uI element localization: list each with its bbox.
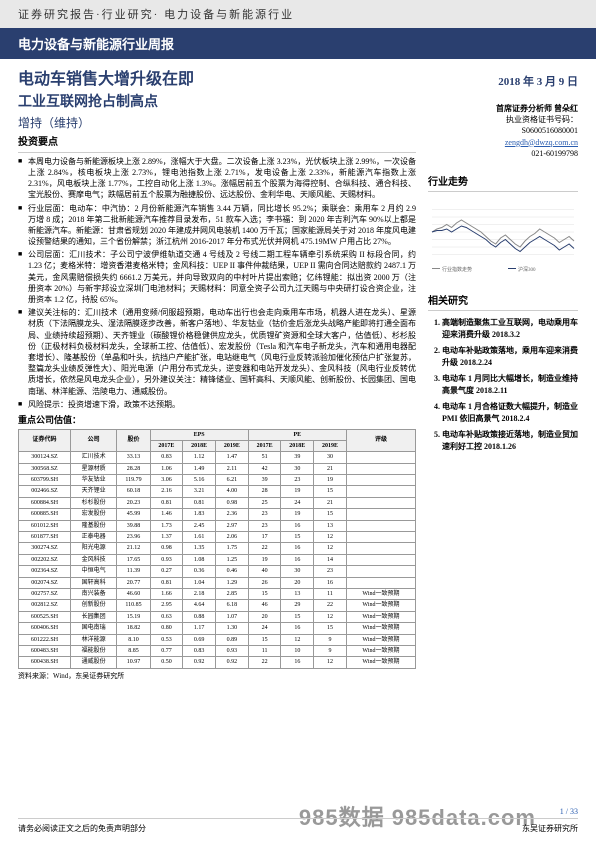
table-row: 603799.SH华友钴业119.793.065.166.21392319 (19, 475, 416, 486)
analyst-block: 首席证券分析师 曾朵红 执业资格证书号码： S0600516080001 zen… (428, 103, 578, 159)
footer: 请务必阅读正文之后的免责声明部分 东吴证券研究所 (18, 818, 578, 834)
cert-number: S0600516080001 (428, 125, 578, 136)
section-head-points: 投资要点 (18, 136, 416, 153)
table-source: 资料来源：Wind，东吴证券研究所 (18, 672, 416, 682)
svg-text:行业指数走势: 行业指数走势 (442, 266, 472, 273)
trend-svg: 行业指数走势 沪深300 (428, 198, 578, 278)
related-item[interactable]: 电动车补贴政策接近落地，制造业贸加速利好工控 2018.1.26 (442, 429, 578, 453)
cert-label: 执业资格证书号码： (428, 114, 578, 125)
table-row: 002074.SZ国轩高科20.770.811.041.29262016 (19, 577, 416, 588)
table-header-row: 证券代码公司股价EPSPE评级 (19, 429, 416, 440)
content-area: 电动车销售大增升级在即 工业互联网抢占制高点 增持（维持） 投资要点 本周电力设… (0, 59, 596, 682)
bullet-item: 本周电力设备与新能源板块上涨 2.89%，涨幅大于大盘。二次设备上涨 3.23%… (18, 156, 416, 201)
table-row: 300568.SZ星源材质28.281.061.492.11423021 (19, 463, 416, 474)
valuation-table: 证券代码公司股价EPSPE评级 2017E2018E2019E2017E2018… (18, 429, 416, 669)
table-row: 600406.SH国电南瑞18.820.801.171.30241615Wind… (19, 623, 416, 634)
footer-disclaimer: 请务必阅读正文之后的免责声明部分 (18, 823, 146, 834)
related-research-list: 高端制造聚焦工业互联网，电动乘用车迎来消费升级 2018.3.2 电动车补贴政策… (428, 317, 578, 453)
investment-points: 本周电力设备与新能源板块上涨 2.89%，涨幅大于大盘。二次设备上涨 3.23%… (18, 156, 416, 410)
table-row: 601222.SH林洋能源8.100.530.690.8915129Wind一致… (19, 634, 416, 645)
title-bar: 电力设备与新能源行业周报 (0, 28, 596, 59)
table-row: 601877.SH正泰电器23.961.371.612.06171512 (19, 532, 416, 543)
table-section-head: 重点公司估值： (18, 414, 416, 427)
side-column: 2018 年 3 月 9 日 首席证券分析师 曾朵红 执业资格证书号码： S06… (428, 67, 578, 682)
footer-firm: 东吴证券研究所 (522, 823, 578, 834)
related-item[interactable]: 电动车 1 月同比大幅增长，制造业维持高景气度 2018.2.11 (442, 373, 578, 397)
table-row: 002202.SZ金风科技17.650.931.081.25191614 (19, 554, 416, 565)
table-row: 002364.SZ中恒电气11.390.270.360.46403023 (19, 566, 416, 577)
related-item[interactable]: 电动车 1 月合格证数大幅提升，制造业 PMI 依旧高景气 2018.2.4 (442, 401, 578, 425)
table-row: 600885.SH宏发股份45.991.461.832.36231915 (19, 509, 416, 520)
table-row: 601012.SH隆基股份39.881.732.452.97231613 (19, 520, 416, 531)
bullet-item: 风险提示：投资增速下滑，政策不达预期。 (18, 399, 416, 410)
related-item[interactable]: 高端制造聚焦工业互联网，电动乘用车迎来消费升级 2018.3.2 (442, 317, 578, 341)
report-title-1: 电动车销售大增升级在即 (18, 69, 416, 91)
page-number: 1 / 33 (560, 807, 578, 816)
table-row: 002757.SZ南兴装备46.601.662.182.85151311Wind… (19, 588, 416, 599)
table-row: 600483.SH福能股份8.850.770.830.9311109Wind一致… (19, 645, 416, 656)
analyst-name: 首席证券分析师 曾朵红 (428, 103, 578, 114)
trend-chart: 行业指数走势 沪深300 (428, 198, 578, 278)
table-row: 600884.SH杉杉股份20.230.810.810.98252421 (19, 497, 416, 508)
bullet-item: 公司层面：汇川技术：子公司宁波伊维轨道交通 4 号线及 2 号线二期工程车辆牵引… (18, 249, 416, 305)
table-row: 300124.SZ汇川技术33.130.831.121.47513930 (19, 452, 416, 463)
trend-section-head: 行业走势 (428, 173, 578, 192)
rating: 增持（维持） (18, 115, 416, 132)
report-page: 证券研究报告·行业研究· 电力设备与新能源行业 电力设备与新能源行业周报 电动车… (0, 0, 596, 842)
header-breadcrumb: 证券研究报告·行业研究· 电力设备与新能源行业 (0, 0, 596, 28)
bullet-item: 建议关注标的：汇川技术（通用变频/伺服超预期，电动车出行也会走向乘用车市场，机器… (18, 307, 416, 397)
table-row: 300274.SZ阳光电源21.120.981.351.75221612 (19, 543, 416, 554)
svg-text:沪深300: 沪深300 (518, 266, 536, 273)
table-row: 002466.SZ天齐锂业60.182.163.214.00281915 (19, 486, 416, 497)
report-date: 2018 年 3 月 9 日 (428, 73, 578, 89)
table-row: 002812.SZ创新股份110.852.954.646.18462922Win… (19, 600, 416, 611)
related-section-head: 相关研究 (428, 292, 578, 311)
analyst-phone: 021-60199798 (428, 148, 578, 159)
related-item[interactable]: 电动车补贴政策落地，乘用车迎来消费升级 2018.2.24 (442, 345, 578, 369)
table-row: 600438.SH通威股份10.970.500.920.92221612Wind… (19, 657, 416, 668)
table-row: 600525.SH长园集团15.190.630.881.07201512Wind… (19, 611, 416, 622)
main-column: 电动车销售大增升级在即 工业互联网抢占制高点 增持（维持） 投资要点 本周电力设… (18, 67, 416, 682)
report-title-2: 工业互联网抢占制高点 (18, 93, 416, 113)
analyst-email[interactable]: zengdh@dwzq.com.cn (428, 137, 578, 148)
bullet-item: 行业层面：电动车：中汽协：2 月份新能源汽车销售 3.44 万辆，同比增长 95… (18, 203, 416, 248)
